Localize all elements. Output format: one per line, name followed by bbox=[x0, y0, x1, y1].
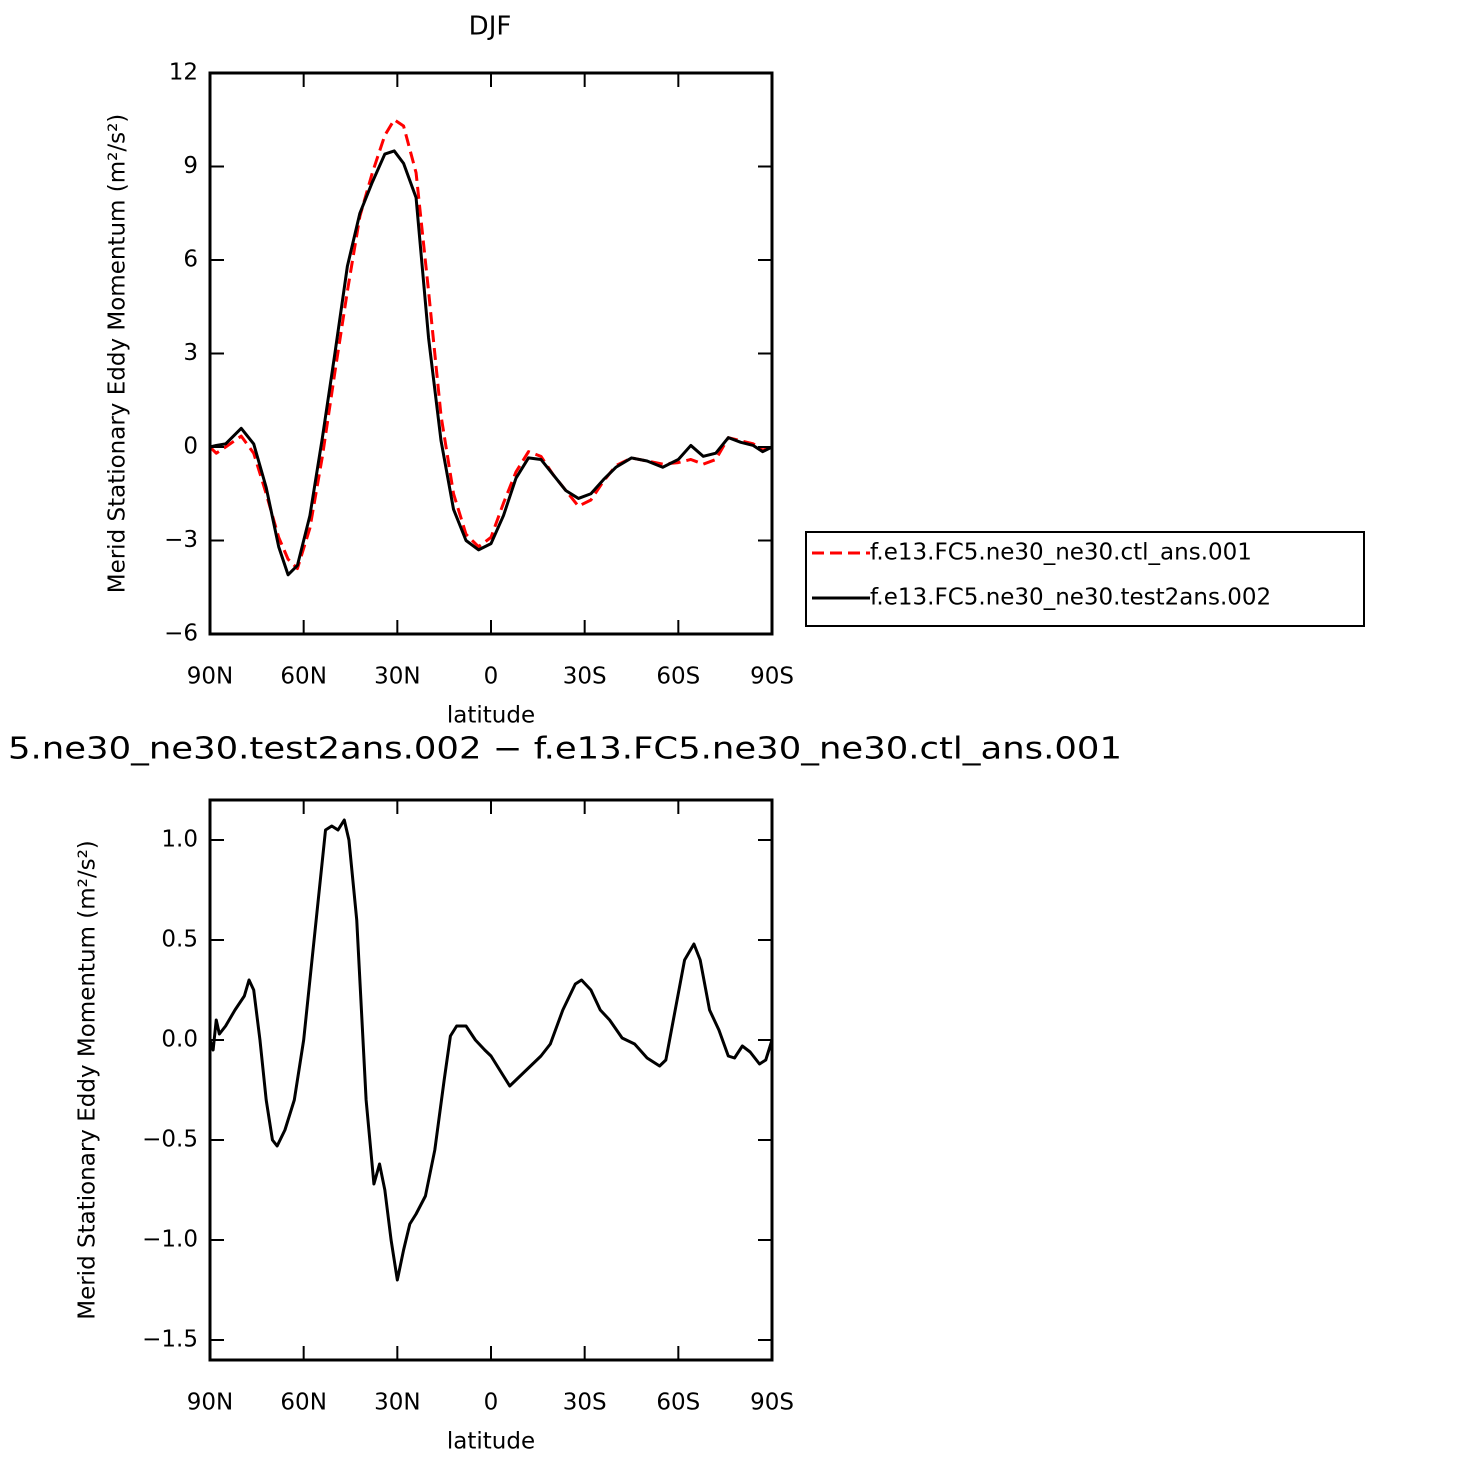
x-axis-label: latitude bbox=[447, 703, 535, 729]
plot-frame bbox=[208, 798, 774, 1362]
x-tick-label: 0 bbox=[484, 1390, 499, 1416]
y-tick-label: 0.5 bbox=[161, 927, 198, 953]
chart-title: DJF bbox=[469, 12, 512, 42]
y-tick-label: 1.0 bbox=[161, 827, 198, 853]
x-axis-label: latitude bbox=[447, 1429, 535, 1455]
x-tick-label: 90S bbox=[750, 1390, 794, 1416]
chart-title: 5.ne30_ne30.test2ans.002 − f.e13.FC5.ne3… bbox=[8, 732, 1122, 767]
x-tick-label: 60N bbox=[280, 664, 326, 690]
x-tick-label: 0 bbox=[484, 664, 499, 690]
x-tick-label: 60S bbox=[656, 1390, 700, 1416]
y-tick-label: −3 bbox=[164, 527, 198, 553]
x-tick-label: 60N bbox=[280, 1390, 326, 1416]
y-tick-label: −0.5 bbox=[142, 1127, 198, 1153]
y-tick-label: 3 bbox=[183, 340, 198, 366]
x-tick-label: 30S bbox=[563, 1390, 607, 1416]
y-tick-label: 0 bbox=[183, 434, 198, 460]
y-tick-label: 12 bbox=[169, 60, 198, 86]
x-tick-label: 90N bbox=[187, 664, 233, 690]
x-tick-label: 90S bbox=[750, 664, 794, 690]
x-tick-label: 90N bbox=[187, 1390, 233, 1416]
y-tick-label: 6 bbox=[183, 247, 198, 273]
x-tick-label: 30S bbox=[563, 664, 607, 690]
x-tick-label: 30N bbox=[374, 664, 420, 690]
x-tick-label: 30N bbox=[374, 1390, 420, 1416]
y-tick-label: 9 bbox=[183, 153, 198, 179]
data-line bbox=[209, 149, 773, 577]
x-tick-label: 60S bbox=[656, 664, 700, 690]
y-tick-label: 0.0 bbox=[161, 1027, 198, 1053]
legend-box bbox=[805, 531, 1365, 627]
y-tick-label: −6 bbox=[164, 621, 198, 647]
legend-label: f.e13.FC5.ne30_ne30.ctl_ans.001 bbox=[870, 540, 1252, 566]
y-tick-label: −1.5 bbox=[142, 1327, 198, 1353]
data-line bbox=[208, 818, 774, 1282]
y-axis-label: Merid Stationary Eddy Momentum (m²/s²) bbox=[105, 114, 131, 594]
y-axis-label: Merid Stationary Eddy Momentum (m²/s²) bbox=[75, 840, 101, 1320]
data-line bbox=[208, 118, 773, 571]
legend-label: f.e13.FC5.ne30_ne30.test2ans.002 bbox=[870, 585, 1271, 611]
plot-frame bbox=[208, 71, 774, 636]
y-tick-label: −1.0 bbox=[142, 1227, 198, 1253]
